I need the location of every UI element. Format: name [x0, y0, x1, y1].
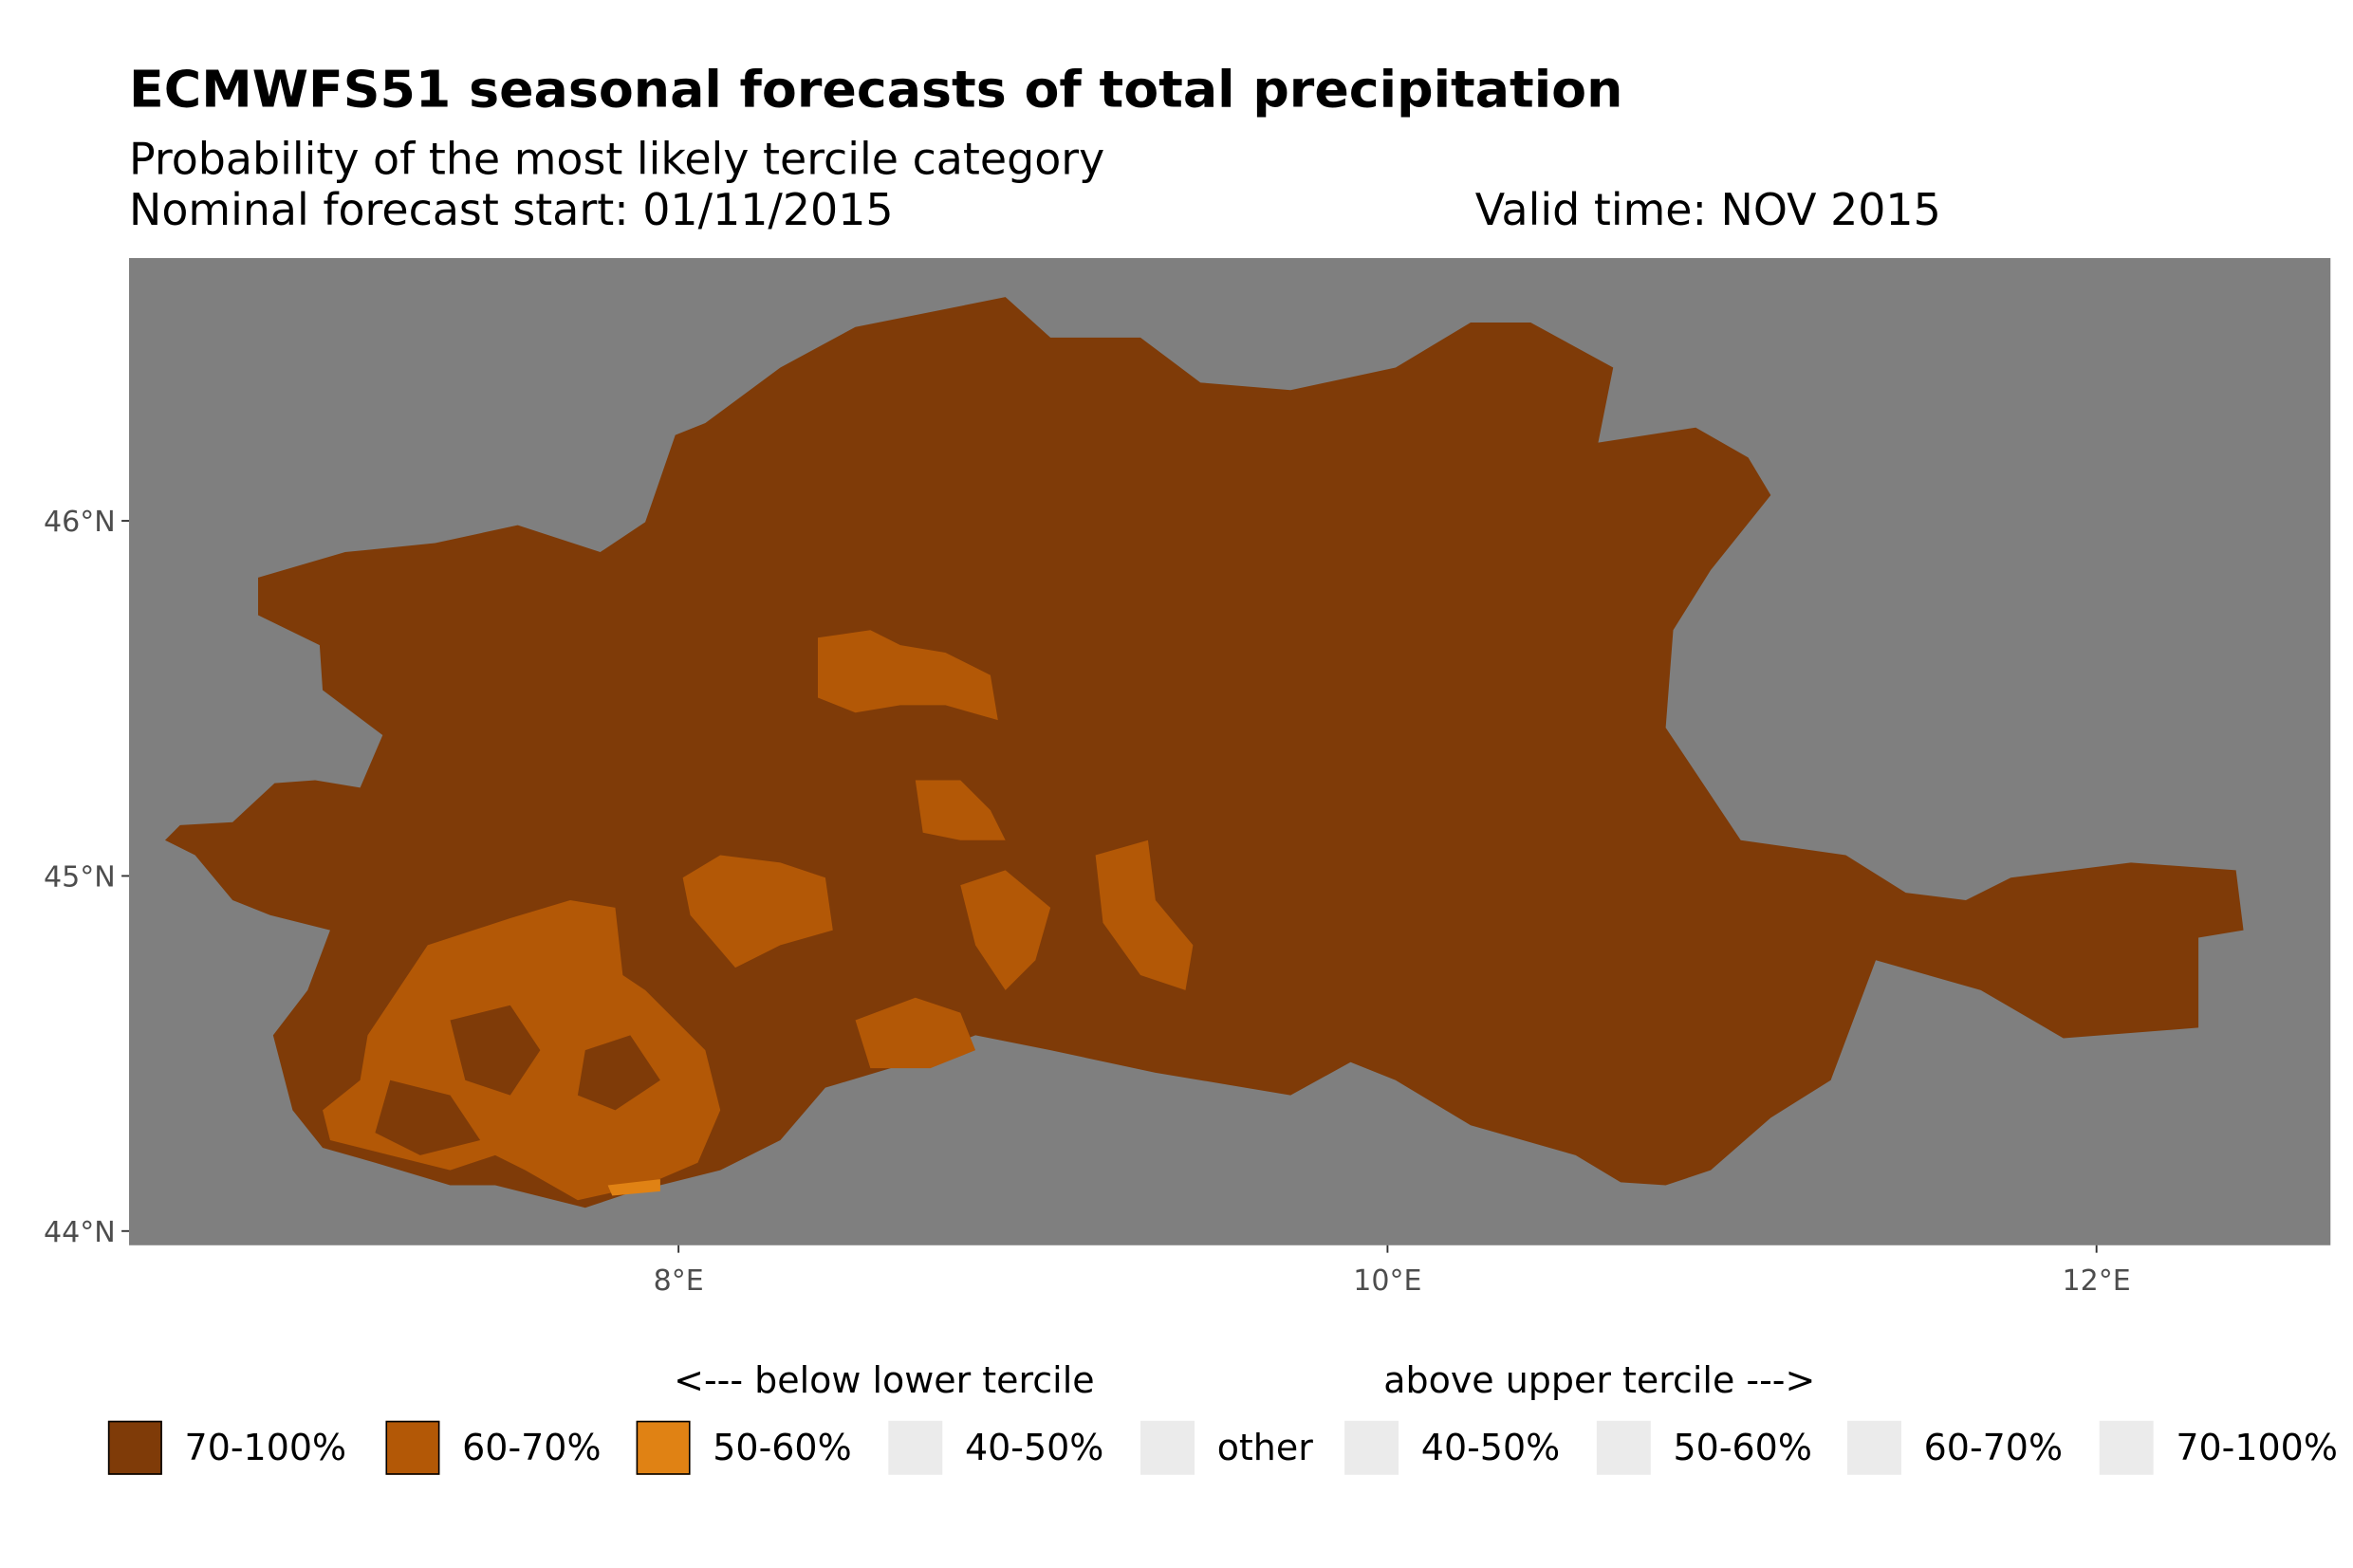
legend-label: 70-100% — [184, 1427, 347, 1469]
legend-label: 70-100% — [2176, 1427, 2338, 1469]
legend-key — [888, 1420, 943, 1475]
chart-title: ECMWFS51 seasonal forecasts of total pre… — [129, 60, 1623, 120]
x-tick-label: 8°E — [654, 1264, 704, 1298]
chart-subtitle: Probability of the most likely tercile c… — [129, 133, 1105, 185]
region-50-60-below — [607, 1179, 660, 1196]
x-tick-label: 10°E — [1353, 1264, 1421, 1298]
legend-above-header: above upper tercile ---> — [1383, 1358, 1816, 1402]
region-60-70-below — [960, 870, 1051, 990]
legend-key — [385, 1420, 440, 1475]
y-tick-label: 45°N — [44, 860, 116, 894]
y-tick-label: 44°N — [44, 1216, 116, 1249]
region-70-100-below — [375, 1079, 481, 1155]
map-panel: 8°E 10°E 12°E 44°N 45°N 46°N — [44, 258, 2331, 1298]
region-60-70-below — [682, 855, 833, 968]
x-tick-label: 12°E — [2063, 1264, 2131, 1298]
region-60-70-below — [855, 997, 976, 1069]
region-70-100-below — [577, 1035, 660, 1111]
legend-label: 50-60% — [713, 1427, 852, 1469]
region-60-70-below — [1095, 839, 1194, 990]
valid-time: Valid time: NOV 2015 — [1474, 184, 1941, 236]
legend-key — [1344, 1420, 1399, 1475]
legend-label: 60-70% — [462, 1427, 602, 1469]
region-60-70-below — [817, 630, 998, 721]
legend-label: 40-50% — [1420, 1427, 1561, 1469]
legend-key — [636, 1420, 691, 1475]
legend-label: 50-60% — [1673, 1427, 1812, 1469]
legend-key — [107, 1420, 162, 1475]
region-70-100-below — [450, 1005, 541, 1096]
legend-label: 40-50% — [964, 1427, 1104, 1469]
region-60-70-below — [915, 780, 1006, 840]
y-tick-label: 46°N — [44, 506, 116, 539]
forecast-start: Nominal forecast start: 01/11/2015 — [129, 184, 894, 236]
legend-key — [2099, 1420, 2154, 1475]
legend-label: 60-70% — [1923, 1427, 2064, 1469]
legend-key — [1596, 1420, 1651, 1475]
legend-below-header: <--- below lower tercile — [674, 1358, 1095, 1402]
region-70-100-below — [164, 297, 2244, 1208]
legend-key — [1140, 1420, 1195, 1475]
legend-label: other — [1216, 1427, 1313, 1469]
legend-key — [1846, 1420, 1901, 1475]
